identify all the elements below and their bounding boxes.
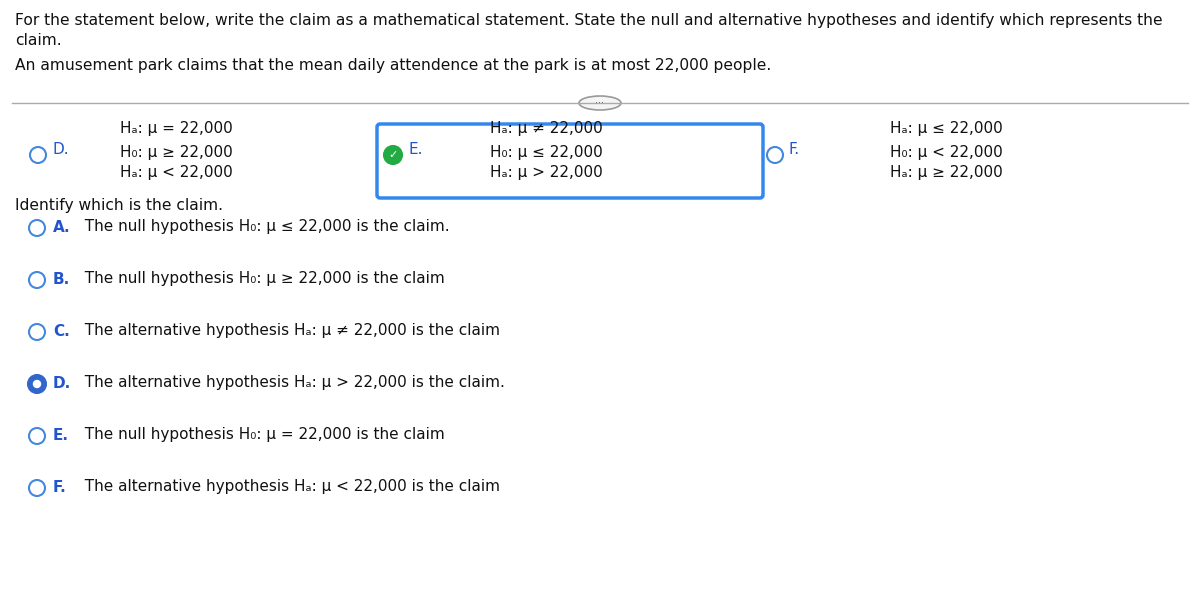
Text: The alternative hypothesis Hₐ: μ < 22,000 is the claim: The alternative hypothesis Hₐ: μ < 22,00…: [74, 479, 500, 495]
Ellipse shape: [580, 96, 622, 110]
Circle shape: [29, 480, 46, 496]
Text: H₀: μ ≤ 22,000: H₀: μ ≤ 22,000: [490, 145, 602, 160]
Text: H₀: μ < 22,000: H₀: μ < 22,000: [890, 145, 1003, 160]
Circle shape: [29, 428, 46, 444]
Circle shape: [29, 272, 46, 288]
Circle shape: [767, 147, 784, 163]
Text: Hₐ: μ > 22,000: Hₐ: μ > 22,000: [490, 165, 602, 180]
Circle shape: [29, 324, 46, 340]
Text: F.: F.: [790, 142, 800, 156]
Text: The alternative hypothesis Hₐ: μ ≠ 22,000 is the claim: The alternative hypothesis Hₐ: μ ≠ 22,00…: [74, 324, 500, 338]
Text: The null hypothesis H₀: μ ≥ 22,000 is the claim: The null hypothesis H₀: μ ≥ 22,000 is th…: [74, 272, 445, 286]
Text: The null hypothesis H₀: μ = 22,000 is the claim: The null hypothesis H₀: μ = 22,000 is th…: [74, 427, 445, 443]
Text: The null hypothesis H₀: μ ≤ 22,000 is the claim.: The null hypothesis H₀: μ ≤ 22,000 is th…: [74, 219, 450, 235]
Circle shape: [34, 381, 41, 387]
Text: ···: ···: [595, 98, 605, 108]
Text: ✓: ✓: [389, 150, 397, 160]
Text: D.: D.: [53, 376, 71, 390]
FancyBboxPatch shape: [377, 124, 763, 198]
Text: Hₐ: μ < 22,000: Hₐ: μ < 22,000: [120, 165, 233, 180]
Text: C.: C.: [53, 324, 70, 338]
Text: For the statement below, write the claim as a mathematical statement. State the : For the statement below, write the claim…: [14, 13, 1163, 28]
Text: D.: D.: [52, 142, 68, 156]
Circle shape: [384, 146, 402, 164]
Circle shape: [30, 147, 46, 163]
Circle shape: [29, 220, 46, 236]
Text: Hₐ: μ ≤ 22,000: Hₐ: μ ≤ 22,000: [890, 121, 1003, 136]
Text: Hₐ: μ = 22,000: Hₐ: μ = 22,000: [120, 121, 233, 136]
Text: B.: B.: [53, 272, 71, 286]
Circle shape: [28, 375, 46, 393]
Text: Hₐ: μ ≠ 22,000: Hₐ: μ ≠ 22,000: [490, 121, 602, 136]
Text: E.: E.: [53, 427, 70, 443]
Text: H₀: μ ≥ 22,000: H₀: μ ≥ 22,000: [120, 145, 233, 160]
Text: E.: E.: [409, 142, 424, 156]
Text: The alternative hypothesis Hₐ: μ > 22,000 is the claim.: The alternative hypothesis Hₐ: μ > 22,00…: [74, 376, 505, 390]
Text: A.: A.: [53, 219, 71, 235]
Text: claim.: claim.: [14, 33, 61, 48]
Text: Identify which is the claim.: Identify which is the claim.: [14, 198, 223, 213]
Text: An amusement park claims that the mean daily attendence at the park is at most 2: An amusement park claims that the mean d…: [14, 58, 772, 73]
Text: F.: F.: [53, 479, 67, 495]
Text: Hₐ: μ ≥ 22,000: Hₐ: μ ≥ 22,000: [890, 165, 1003, 180]
